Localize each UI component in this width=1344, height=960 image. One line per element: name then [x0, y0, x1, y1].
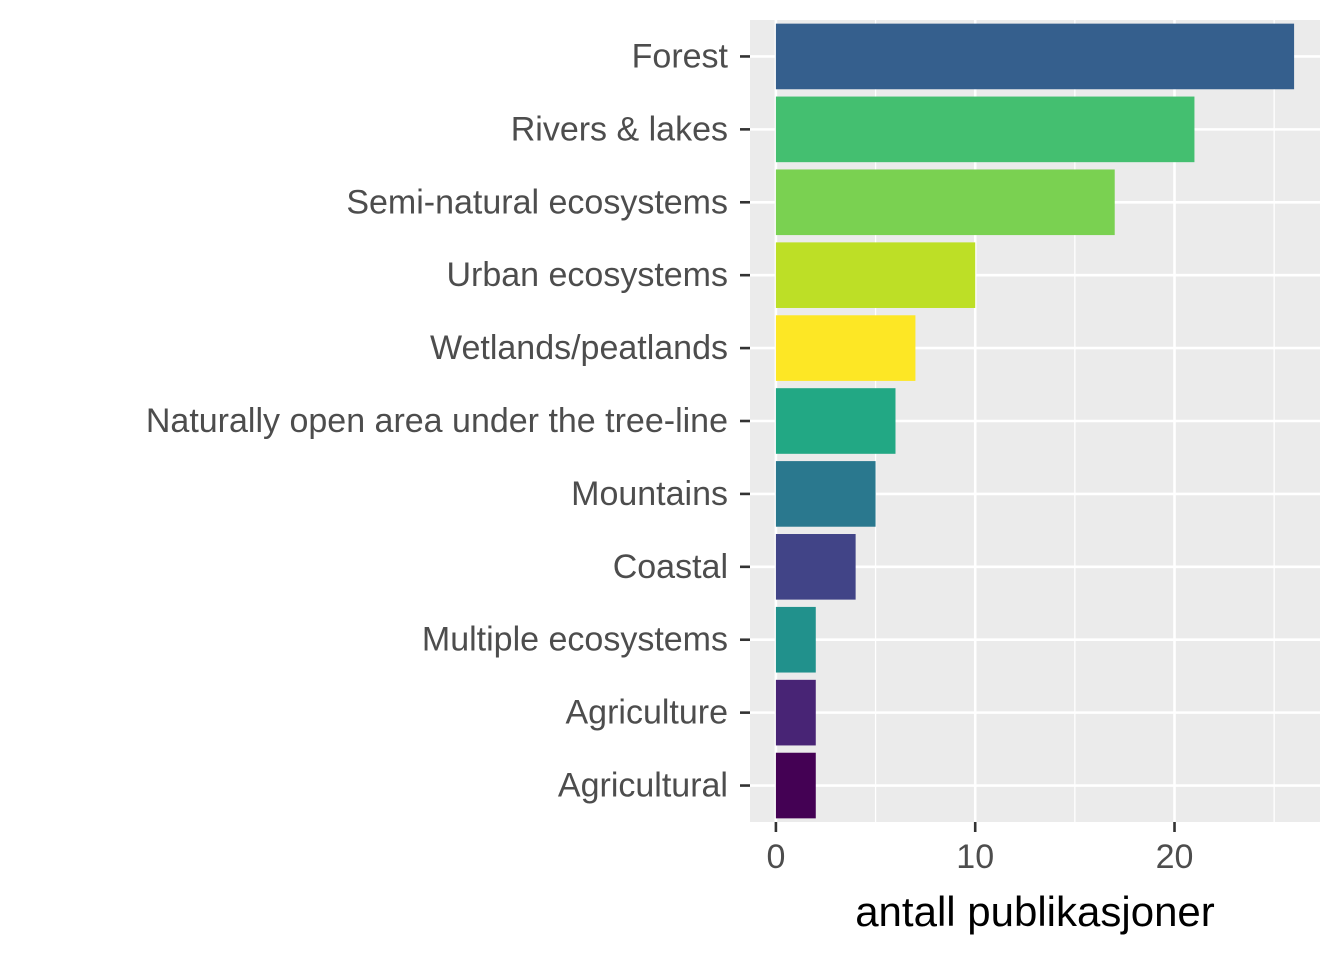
y-tick-label: Agriculture: [565, 694, 728, 732]
y-tick-label: Semi-natural ecosystems: [346, 183, 728, 221]
bar: [775, 461, 876, 527]
y-tick-label: Naturally open area under the tree-line: [146, 402, 728, 440]
y-tick-label: Forest: [632, 37, 729, 75]
x-axis-title: antall publikasjoner: [855, 888, 1215, 935]
y-tick-label: Multiple ecosystems: [422, 621, 728, 659]
bar: [775, 242, 976, 308]
bar: [775, 23, 1295, 90]
bar: [775, 752, 816, 819]
bar: [775, 169, 1115, 236]
y-tick-label: Coastal: [613, 548, 728, 586]
bar: [775, 315, 916, 381]
bar: [775, 96, 1195, 163]
x-tick-label: 10: [956, 838, 994, 876]
bar: [775, 679, 816, 746]
y-tick-label: Agricultural: [558, 767, 728, 805]
y-tick-label: Rivers & lakes: [511, 110, 728, 148]
y-axis: Forest Rivers & lakes Semi-natural ecosyst…: [146, 37, 750, 805]
y-tick-label: Mountains: [571, 475, 728, 513]
x-axis: 0 10 20: [766, 822, 1193, 876]
bar: [775, 534, 856, 600]
bars: [775, 23, 1295, 819]
y-tick-label: Wetlands/peatlands: [430, 329, 728, 367]
y-tick-label: Urban ecosystems: [446, 256, 728, 294]
bar: [775, 606, 816, 673]
x-tick-label: 0: [766, 838, 785, 876]
bar: [775, 388, 896, 454]
x-tick-label: 20: [1156, 838, 1194, 876]
